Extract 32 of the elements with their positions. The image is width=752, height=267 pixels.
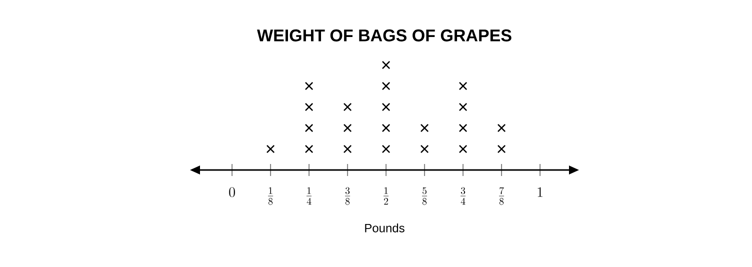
x-tick-label: $\frac{3}{8}$	[345, 187, 350, 205]
point	[458, 144, 468, 154]
point	[382, 124, 390, 132]
x-tick-label: $\frac{7}{8}$	[499, 187, 504, 205]
point	[343, 102, 352, 112]
x-axis-title: Pounds	[365, 224, 404, 232]
point	[420, 124, 429, 132]
point	[458, 102, 468, 112]
point	[497, 124, 506, 132]
point	[304, 144, 314, 154]
point	[382, 82, 390, 90]
x-tick-label: $\frac{3}{4}$	[460, 187, 466, 205]
x-tick-label: $\frac{1}{2}$	[384, 187, 389, 205]
x-tick-label: $1$	[538, 187, 542, 197]
point	[382, 144, 390, 154]
x-tick-label: $0$	[229, 187, 235, 198]
point	[304, 82, 314, 90]
point	[382, 102, 390, 112]
x-tick-label: $\frac{5}{8}$	[422, 187, 428, 205]
point	[458, 124, 468, 132]
point	[304, 124, 314, 132]
chart-title: WEIGHT OF BAGS OF GRAPES	[257, 29, 512, 42]
point	[382, 60, 390, 70]
x-tick-label: $\frac{1}{8}$	[268, 187, 274, 205]
x-tick-label: $\frac{1}{4}$	[306, 187, 312, 205]
point	[497, 144, 506, 154]
point	[343, 124, 352, 132]
point	[458, 82, 468, 90]
point	[266, 144, 275, 154]
point	[343, 144, 352, 154]
point	[420, 144, 429, 154]
point	[304, 102, 314, 112]
